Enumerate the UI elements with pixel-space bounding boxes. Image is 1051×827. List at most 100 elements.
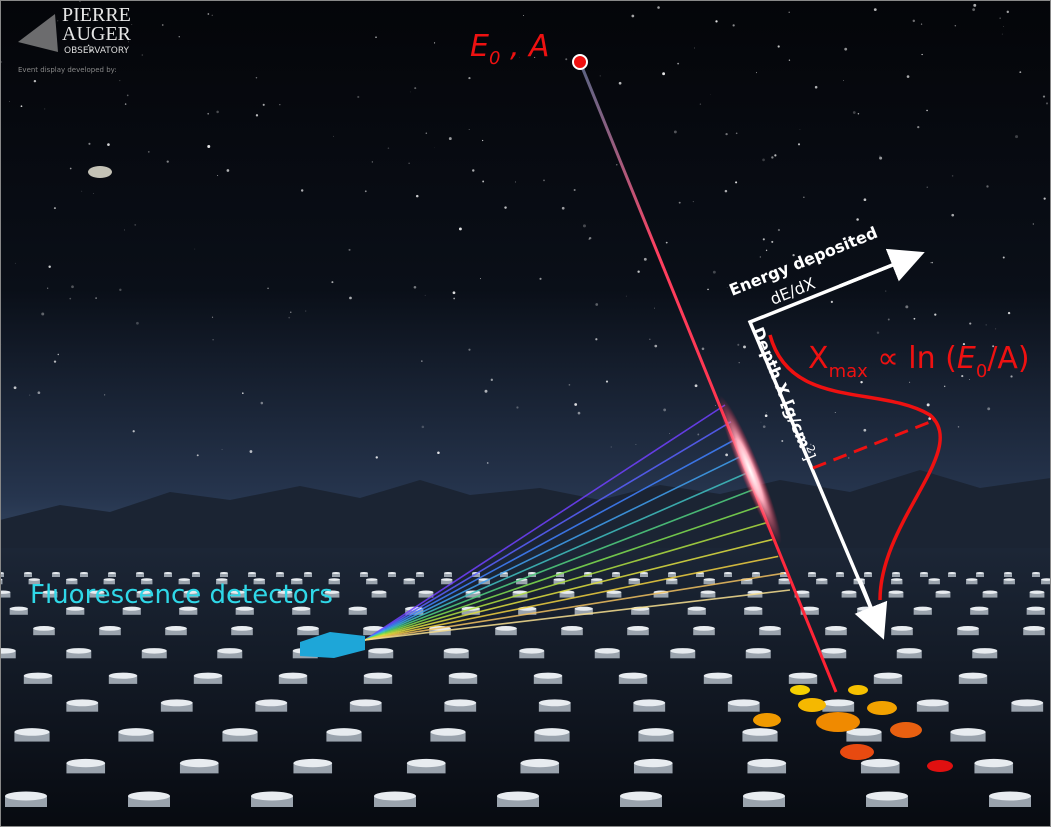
- station-top: [561, 626, 583, 631]
- station-top: [970, 607, 988, 611]
- star: [739, 362, 740, 363]
- station-top: [449, 673, 477, 679]
- star: [654, 345, 657, 348]
- star: [515, 181, 516, 182]
- station-top: [444, 699, 476, 706]
- star: [357, 96, 359, 98]
- star: [879, 156, 880, 157]
- station-top: [742, 728, 777, 736]
- star: [167, 160, 169, 162]
- station-top: [591, 578, 602, 581]
- star: [969, 379, 970, 380]
- station-top: [966, 578, 977, 581]
- station-top: [974, 759, 1013, 767]
- star: [565, 58, 567, 60]
- station-top: [293, 759, 332, 767]
- star: [217, 175, 218, 176]
- star: [589, 237, 591, 239]
- star: [789, 12, 790, 13]
- star: [763, 425, 766, 428]
- star: [905, 305, 908, 308]
- station-top: [822, 699, 854, 706]
- station-top: [276, 572, 284, 574]
- station-top: [976, 572, 984, 574]
- star: [57, 20, 58, 21]
- star: [674, 130, 677, 133]
- star: [1015, 135, 1018, 138]
- star: [331, 281, 333, 283]
- star: [631, 15, 634, 18]
- star: [425, 295, 426, 296]
- star: [1007, 11, 1009, 13]
- station-top: [52, 572, 60, 574]
- star: [578, 412, 581, 415]
- star: [372, 161, 373, 162]
- star: [421, 360, 422, 361]
- star: [986, 185, 988, 187]
- star: [595, 303, 598, 306]
- star: [414, 87, 416, 89]
- station-top: [180, 759, 219, 767]
- station-top: [80, 572, 88, 574]
- station-top: [444, 648, 469, 654]
- star: [472, 169, 474, 171]
- star: [434, 147, 435, 148]
- star: [54, 207, 56, 209]
- star: [789, 59, 790, 60]
- station-top: [821, 648, 846, 654]
- star: [888, 319, 890, 321]
- star: [104, 394, 105, 395]
- star: [778, 229, 780, 231]
- station-top: [914, 607, 932, 611]
- star: [987, 407, 990, 410]
- star: [375, 37, 376, 38]
- star: [93, 193, 94, 194]
- star: [972, 8, 975, 11]
- station-top: [808, 572, 816, 574]
- star: [955, 25, 956, 26]
- station-top: [752, 572, 760, 574]
- station-top: [866, 792, 908, 801]
- star: [858, 113, 859, 114]
- star: [635, 444, 636, 445]
- star: [844, 48, 847, 51]
- station-top: [66, 759, 105, 767]
- station-top: [595, 648, 620, 654]
- station-top: [534, 673, 562, 679]
- star: [261, 402, 264, 405]
- station-top: [142, 648, 167, 654]
- star: [877, 331, 879, 333]
- star: [15, 263, 16, 264]
- star: [487, 462, 489, 464]
- station-top: [704, 578, 715, 581]
- station-top: [165, 626, 187, 631]
- station-top: [24, 572, 32, 574]
- station-top: [972, 648, 997, 654]
- station-top: [959, 673, 987, 679]
- station-top: [118, 728, 153, 736]
- logo-line: AUGER: [62, 23, 132, 45]
- station-top: [220, 572, 228, 574]
- station-top: [416, 572, 424, 574]
- station-top: [891, 626, 913, 631]
- station-top: [1032, 572, 1040, 574]
- star: [48, 266, 50, 268]
- star: [95, 297, 97, 299]
- star: [771, 156, 773, 158]
- station-top: [519, 648, 544, 654]
- star: [207, 13, 209, 15]
- star: [835, 412, 836, 413]
- star: [426, 133, 427, 134]
- star: [469, 129, 470, 130]
- station-top: [1004, 572, 1012, 574]
- detector-label: Fluorescence detectors: [30, 580, 333, 610]
- star: [148, 151, 150, 153]
- station-top: [744, 607, 762, 611]
- station-top: [534, 728, 569, 736]
- station-top: [372, 590, 387, 593]
- station-top: [349, 607, 367, 611]
- star: [761, 422, 762, 423]
- star: [733, 24, 735, 26]
- star: [263, 104, 265, 106]
- station-top: [825, 626, 847, 631]
